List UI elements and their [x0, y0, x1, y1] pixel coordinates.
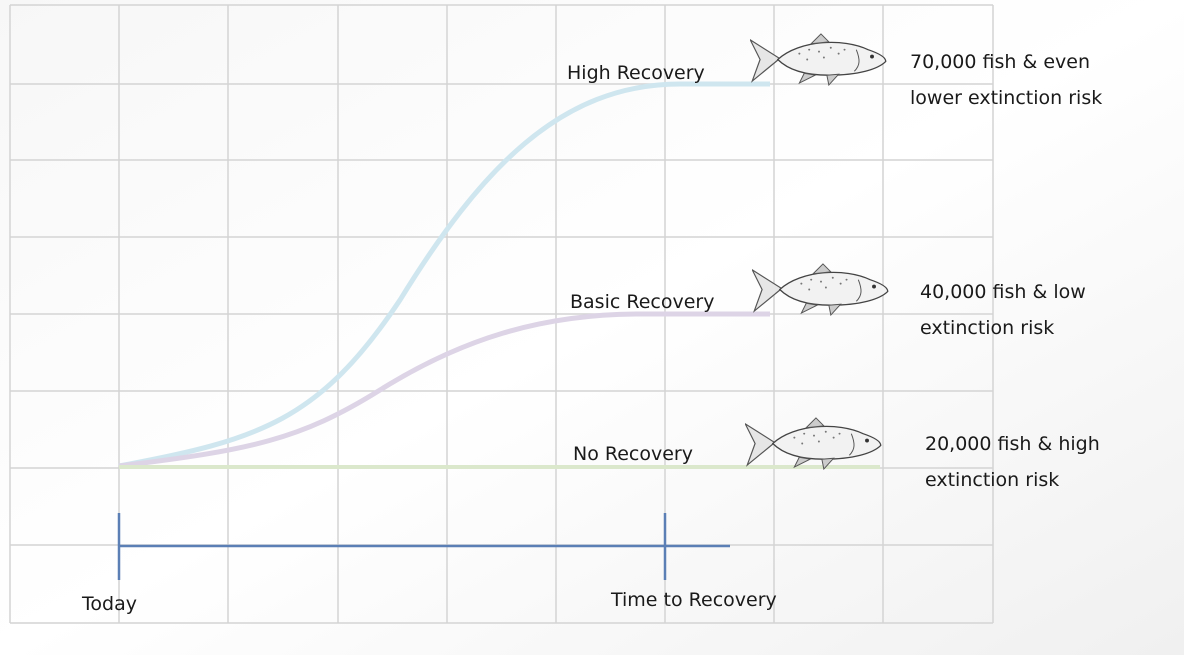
- timeline-end: Time to Recovery: [610, 589, 777, 611]
- outcome-text: extinction risk: [925, 469, 1059, 491]
- high-curve: [118, 81, 770, 469]
- outcome-text: 40,000 fish & low: [920, 281, 1086, 303]
- outcome-text: 70,000 fish & even: [910, 51, 1090, 73]
- outcome-text: lower extinction risk: [910, 87, 1102, 109]
- outcome-text: extinction risk: [920, 317, 1054, 339]
- timeline: [117, 513, 730, 580]
- outcome-text: 20,000 fish & high: [925, 433, 1100, 455]
- timeline-start: Today: [81, 593, 137, 615]
- scenario-label: Basic Recovery: [570, 291, 714, 313]
- scenario-label: High Recovery: [567, 62, 705, 84]
- grid: [9, 4, 994, 624]
- scenario-label: No Recovery: [573, 443, 693, 465]
- basic-curve: [118, 311, 770, 469]
